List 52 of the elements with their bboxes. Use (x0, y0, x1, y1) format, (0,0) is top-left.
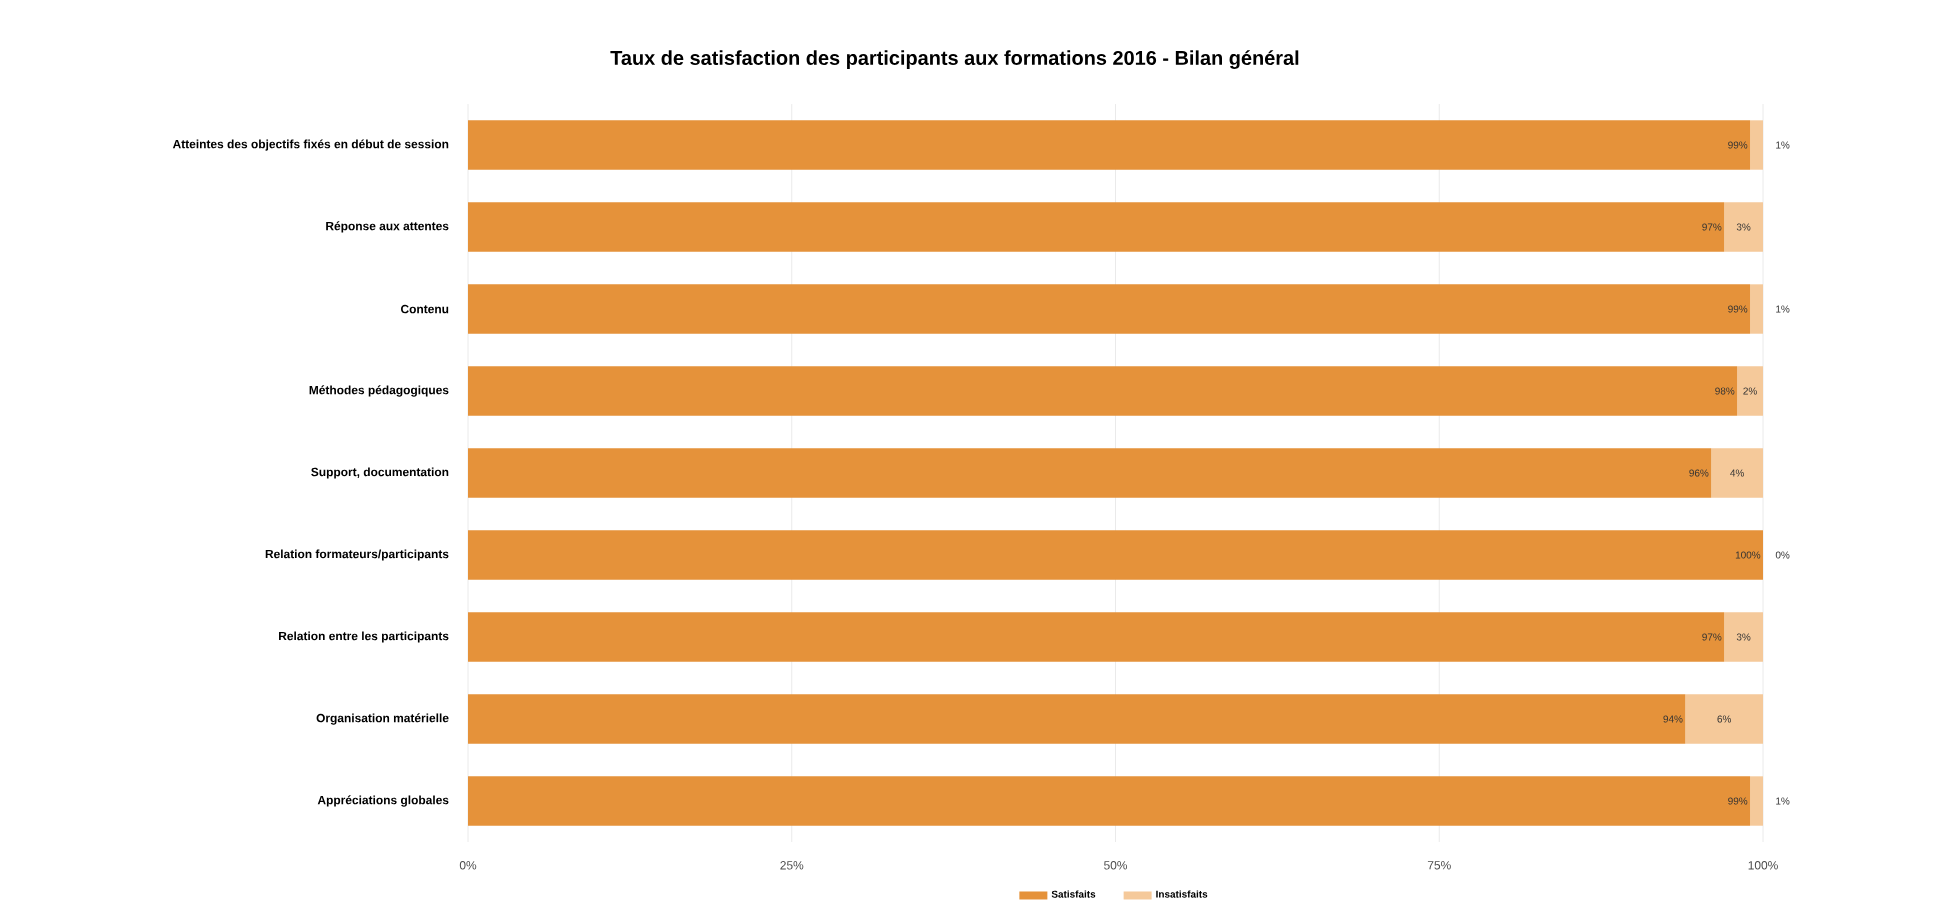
y-tick-label: Réponse aux attentes (326, 221, 449, 233)
y-tick-label: Appréciations globales (317, 795, 449, 807)
data-label: 97% (1702, 633, 1722, 641)
data-label: 97% (1702, 223, 1722, 231)
data-label: 99% (1728, 141, 1748, 149)
bar (1750, 284, 1764, 334)
bar (468, 284, 1751, 334)
legend-label: Satisfaits (1051, 890, 1096, 898)
bar (468, 694, 1686, 744)
x-tick-label: 50% (1104, 861, 1128, 870)
y-tick-label: Méthodes pédagogiques (309, 385, 449, 397)
x-tick-label: 100% (1748, 861, 1778, 870)
data-label: 100% (1735, 551, 1761, 559)
chart-title: Taux de satisfaction des participants aux formations 2016 - Bilan général (610, 50, 1299, 70)
bar (1685, 694, 1764, 744)
bar (1750, 776, 1764, 826)
bar (468, 612, 1725, 662)
data-label: 99% (1728, 305, 1748, 313)
bar (468, 202, 1725, 252)
bar (1737, 366, 1764, 416)
data-label: 1% (1776, 797, 1790, 805)
data-label: 1% (1776, 141, 1790, 149)
x-tick-label: 0% (459, 861, 477, 870)
bar (468, 530, 1764, 580)
y-tick-label: Organisation matérielle (316, 713, 449, 725)
data-label: 0% (1775, 551, 1790, 559)
data-label: 3% (1736, 223, 1751, 231)
bar (1711, 448, 1764, 498)
bar (1750, 120, 1764, 170)
data-label: 96% (1689, 469, 1709, 477)
bar (468, 776, 1751, 826)
data-label: 4% (1730, 469, 1744, 477)
data-label: 1% (1776, 305, 1790, 313)
bar (468, 120, 1751, 170)
bar (468, 448, 1712, 498)
y-tick-label: Support, documentation (311, 467, 449, 479)
data-label: 94% (1663, 715, 1683, 723)
y-tick-label: Atteintes des objectifs fixés en début de session (172, 139, 449, 151)
data-label: 2% (1743, 387, 1757, 395)
bar (468, 366, 1738, 416)
bar (1724, 612, 1764, 662)
data-label: 3% (1736, 633, 1751, 641)
y-tick-label: Relation formateurs/participants (265, 549, 449, 561)
x-tick-label: 75% (1427, 861, 1451, 870)
legend-label: Insatisfaits (1156, 890, 1208, 898)
y-tick-label: Contenu (400, 304, 449, 314)
data-label: 99% (1728, 797, 1748, 805)
bar (1724, 202, 1764, 252)
y-tick-label: Relation entre les participants (279, 631, 449, 643)
data-label: 6% (1717, 715, 1732, 723)
data-label: 98% (1715, 387, 1735, 395)
x-tick-label: 25% (780, 861, 804, 870)
